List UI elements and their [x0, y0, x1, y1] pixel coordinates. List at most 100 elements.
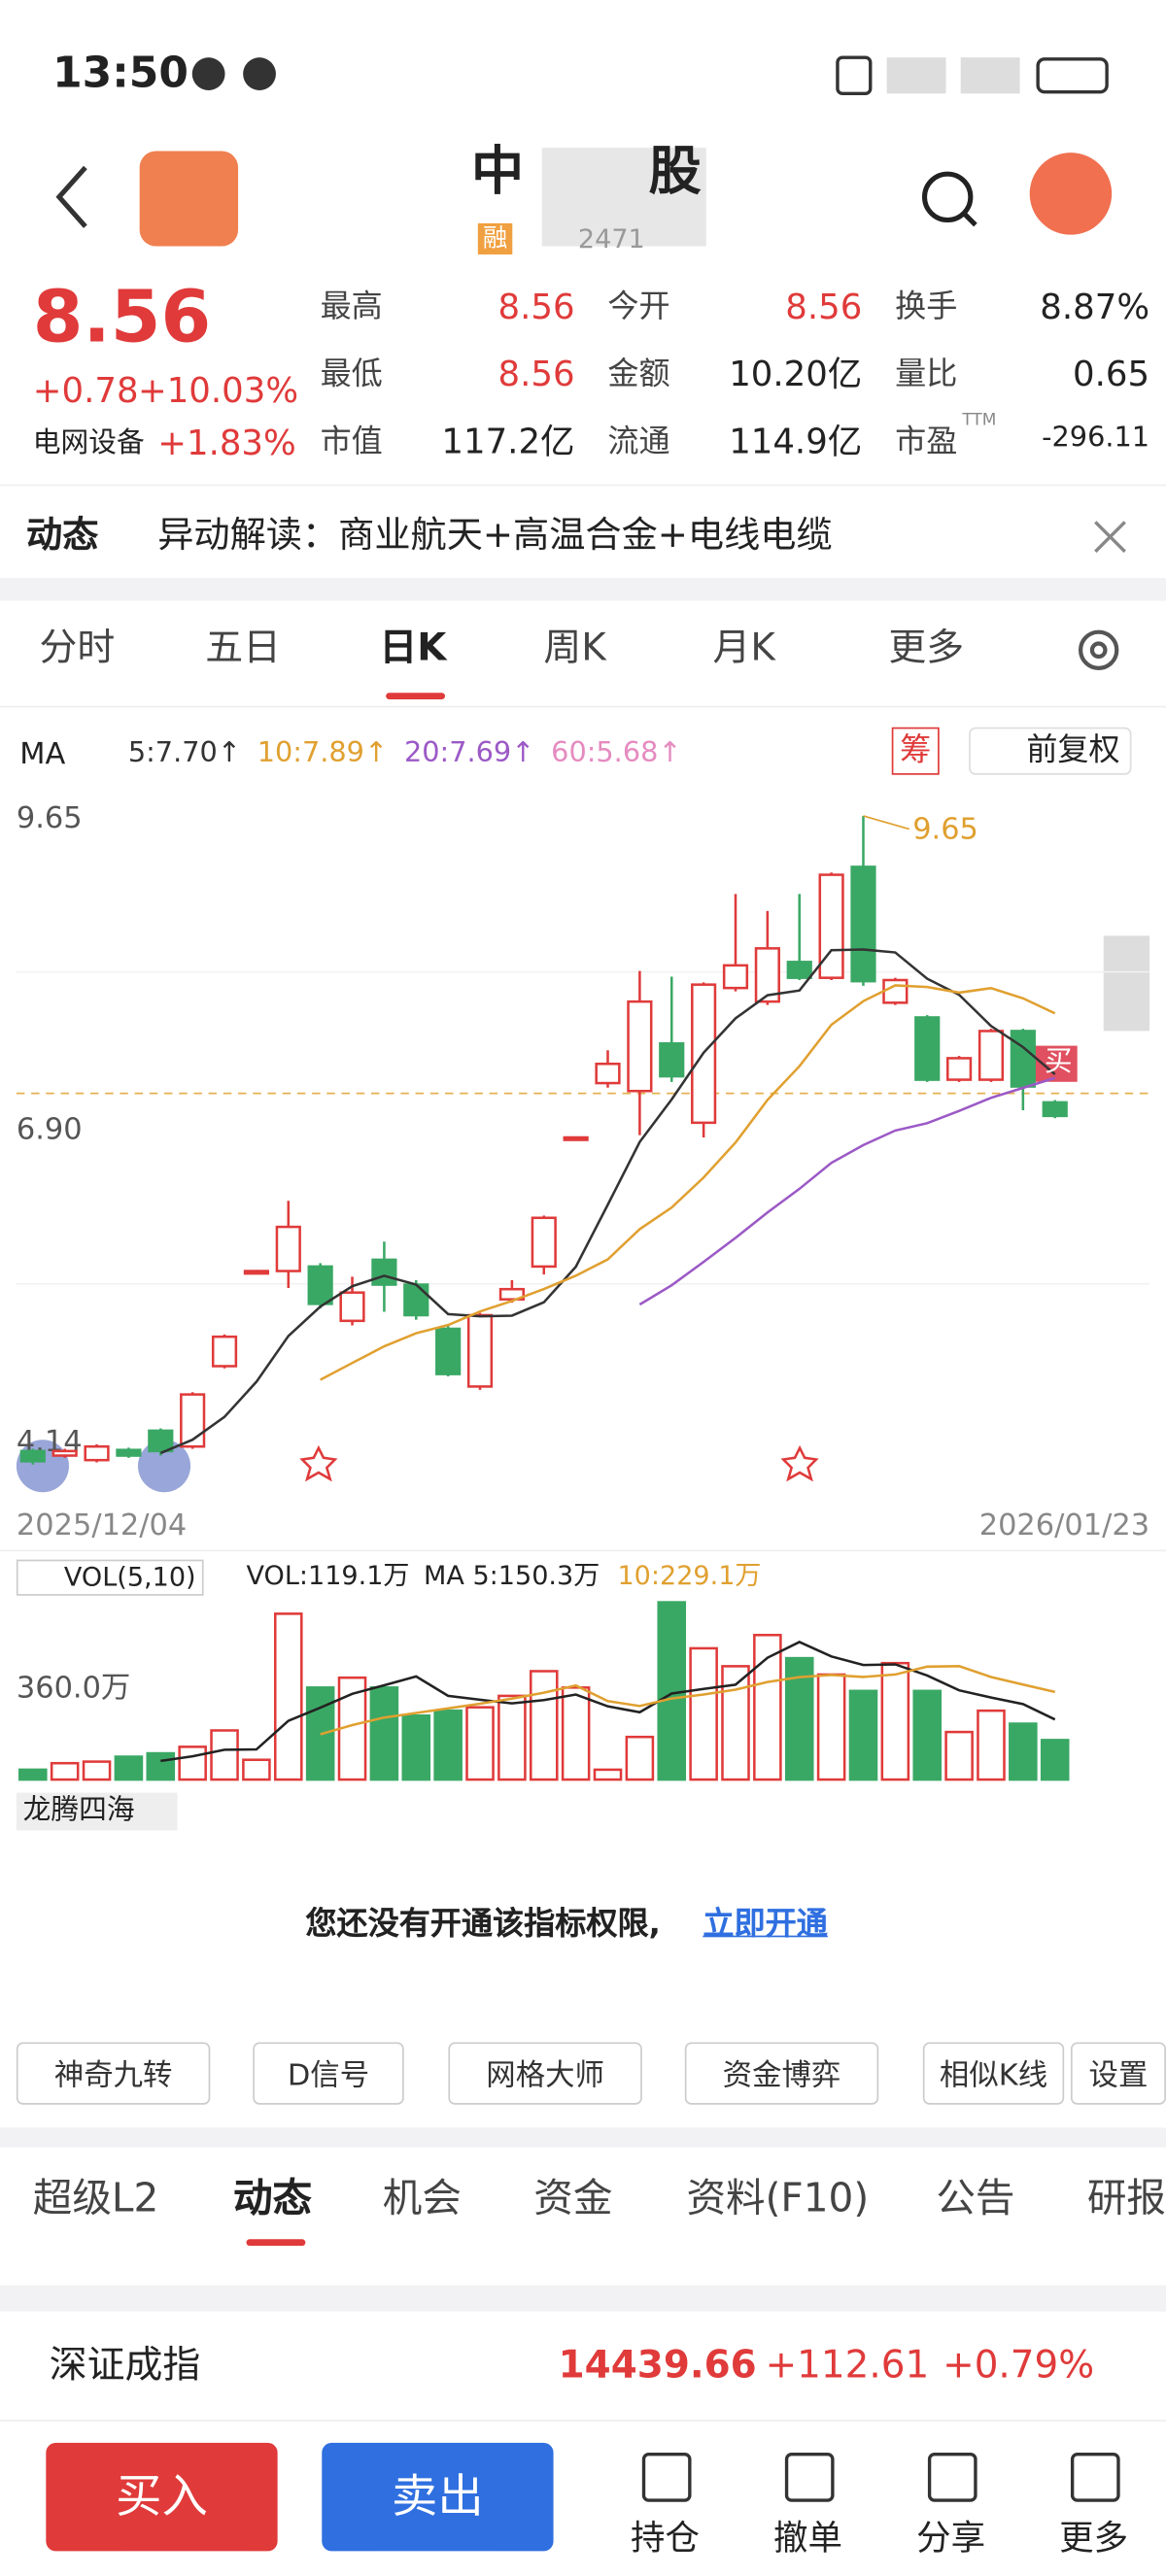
sell-button[interactable]: 卖出 [322, 2442, 554, 2552]
candle-body [116, 1448, 142, 1457]
stat-label: 最低 [320, 356, 383, 392]
action-icon[interactable] [641, 2453, 692, 2502]
candle-body [659, 1041, 685, 1078]
stat-label: 今开 [607, 288, 670, 325]
notice: 您还没有开通该指标权限, [305, 1906, 661, 1943]
volume-bar [529, 1670, 559, 1781]
ma-legend: 5:7.70↑ 10:7.89↑ 20:7.69↑ 60:5.68↑ [127, 736, 682, 770]
volume-bar [50, 1761, 80, 1781]
candle-body [211, 1335, 238, 1368]
action-label[interactable]: 持仓 [630, 2518, 700, 2559]
indicator-name[interactable]: 龙腾四海 [16, 1792, 178, 1831]
section-tab[interactable]: 资料(F10) [686, 2175, 870, 2221]
chart-tab[interactable]: 月K [712, 627, 775, 670]
chart-tab[interactable]: 分时 [39, 627, 116, 670]
settings-button[interactable]: 设置 [1070, 2042, 1166, 2105]
ma20-line [638, 1076, 1056, 1306]
ma-legend-item: 5:7.70↑ [127, 736, 241, 770]
adjust-button[interactable]: 前复权 [969, 727, 1132, 775]
max-label: 9.65 [912, 813, 978, 847]
candle-body [882, 978, 909, 1004]
price: 8.56 [32, 275, 212, 360]
candle-body [722, 964, 749, 990]
candle-body [946, 1057, 973, 1081]
candle-body [466, 1313, 494, 1388]
action-label[interactable]: 分享 [916, 2518, 986, 2559]
chart-tab[interactable]: 更多 [888, 627, 965, 670]
stat-value: 0.65 [1073, 355, 1150, 394]
volume-bar [657, 1601, 687, 1781]
vol-ma5-line [160, 1641, 1056, 1763]
chip-button[interactable]: 筹 [891, 727, 940, 775]
search-button[interactable] [921, 171, 974, 223]
tool-button[interactable]: 神奇九转 [16, 2042, 211, 2105]
back-button[interactable] [55, 165, 87, 228]
close-news[interactable] [1090, 517, 1130, 557]
action-label[interactable]: 撤单 [773, 2518, 843, 2559]
vol-label[interactable]: VOL(5,10) [16, 1559, 205, 1596]
candle-body [180, 1393, 206, 1448]
chart-tab[interactable]: 日K [379, 627, 447, 670]
vol-ma10: 10:229.1万 [617, 1559, 762, 1591]
stat-value: 8.56 [785, 287, 863, 327]
section-tab[interactable]: 机会 [382, 2175, 462, 2221]
candle-body [818, 873, 844, 979]
divider [0, 705, 1166, 708]
tool-button[interactable]: 网格大师 [448, 2042, 642, 2105]
candle-body [19, 1449, 46, 1463]
chart-tab[interactable]: 周K [543, 627, 606, 670]
candle-body [371, 1258, 397, 1286]
divider [0, 484, 1166, 487]
candle-body [786, 961, 812, 979]
news-text[interactable]: 异动解读：商业航天+高温合金+电线电缆 [157, 515, 833, 557]
tool-button[interactable]: D信号 [253, 2042, 404, 2105]
status-time: 13:50 [52, 49, 189, 99]
vol-tick-label: 360.0万 [17, 1672, 130, 1706]
section-tab[interactable]: 超级L2 [32, 2175, 159, 2221]
action-icon[interactable] [927, 2453, 977, 2502]
stat-label: 金额 [607, 356, 670, 392]
divider [0, 1549, 1166, 1552]
volume-bar [497, 1694, 527, 1781]
volume-bar [593, 1768, 623, 1781]
volume-bar [210, 1729, 239, 1781]
volume-bar [689, 1646, 718, 1781]
volume-bar [816, 1673, 846, 1781]
stat-value: 10.20亿 [729, 355, 863, 394]
candle-body [403, 1283, 429, 1317]
section-tab[interactable]: 动态 [232, 2175, 313, 2221]
buy-button[interactable]: 买入 [46, 2442, 278, 2552]
tool-button[interactable]: 资金博弈 [684, 2042, 879, 2105]
y-tick-label: 9.65 [17, 801, 83, 835]
avatar[interactable] [1029, 153, 1113, 235]
open-link[interactable]: 立即开通 [703, 1906, 828, 1943]
divider [0, 2285, 1166, 2312]
section-tab[interactable]: 研报 [1086, 2175, 1166, 2221]
volume-bar [82, 1760, 112, 1781]
settings-icon[interactable] [1074, 626, 1123, 675]
volume-bar [912, 1689, 943, 1781]
chart-tab[interactable]: 五日 [205, 627, 282, 670]
volume-bar [944, 1730, 974, 1781]
section-tab[interactable]: 公告 [936, 2175, 1015, 2221]
y-tick-label: 6.90 [17, 1112, 83, 1146]
tool-button[interactable]: 相似K线 [922, 2042, 1065, 2105]
action-label[interactable]: 更多 [1059, 2518, 1129, 2559]
stat-value: 117.2亿 [441, 422, 575, 461]
volume-bar [880, 1661, 910, 1781]
change: +0.78 [32, 370, 139, 411]
action-icon[interactable] [1070, 2453, 1120, 2502]
candle-body [307, 1265, 333, 1305]
index-value: 14439.66 [558, 2344, 757, 2388]
candle-body [850, 865, 876, 983]
section-tab[interactable]: 资金 [533, 2175, 613, 2221]
sector: 电网设备 [32, 426, 145, 460]
stat-label: 流通 [607, 424, 670, 460]
stat-label: 最高 [320, 288, 383, 325]
index-pct: +0.79% [943, 2344, 1095, 2388]
candle-body [914, 1016, 941, 1081]
ttm: TTM [962, 412, 997, 430]
volume-bar [465, 1706, 495, 1781]
action-icon[interactable] [784, 2453, 835, 2502]
